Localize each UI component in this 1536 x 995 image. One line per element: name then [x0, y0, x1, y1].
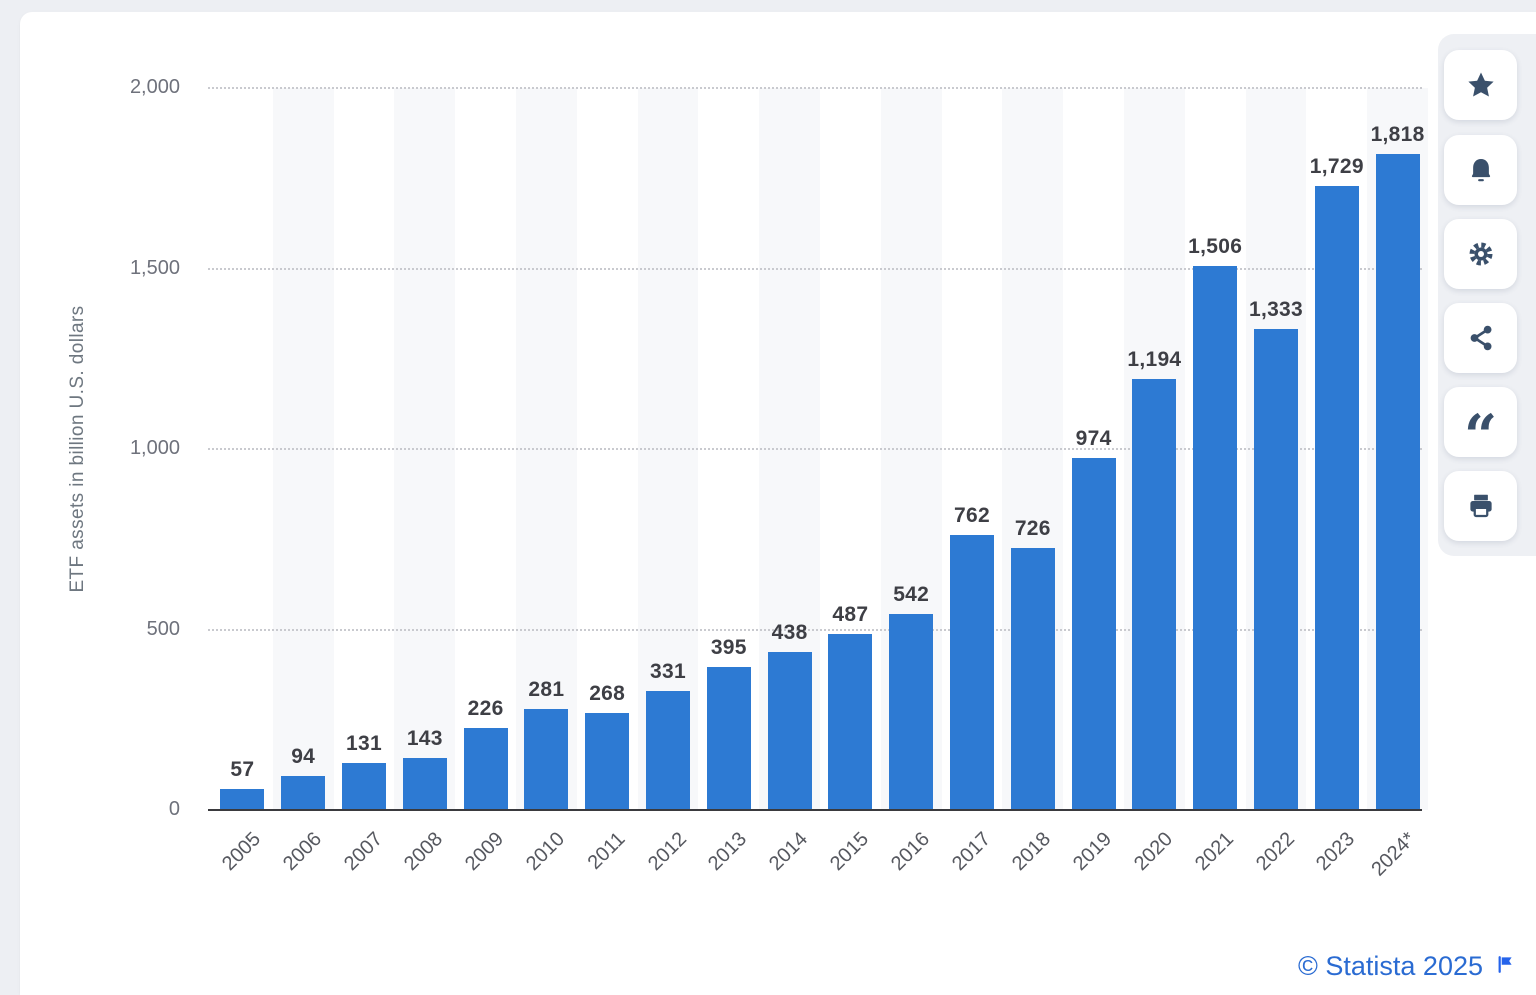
value-label: 94: [291, 745, 316, 769]
value-label: 331: [650, 659, 686, 683]
y-tick-label: 1,000: [129, 437, 180, 459]
value-label: 143: [406, 727, 443, 751]
favorite-button[interactable]: [1444, 50, 1517, 120]
flag-icon: [1495, 954, 1516, 978]
y-tick-label: 1,500: [129, 256, 180, 279]
gear-icon: [1466, 239, 1496, 269]
y-tick-label: 2,000: [129, 76, 180, 98]
bar-2023[interactable]: [1314, 185, 1359, 810]
bar-2008[interactable]: [402, 758, 447, 810]
report-flag-button[interactable]: [1495, 954, 1516, 978]
value-label: 974: [1075, 427, 1112, 451]
y-tick-label: 0: [168, 798, 180, 820]
bell-icon: [1466, 155, 1496, 185]
print-button[interactable]: [1444, 471, 1517, 541]
value-label: 762: [954, 503, 990, 527]
cite-button[interactable]: “: [1444, 387, 1517, 465]
bar-2006[interactable]: [281, 776, 326, 810]
bar-2021[interactable]: [1193, 266, 1238, 810]
value-label: 281: [528, 677, 565, 701]
bar-2014[interactable]: [767, 651, 812, 810]
gridline: [208, 87, 1422, 89]
bar-2005[interactable]: [220, 789, 265, 810]
value-label: 726: [1014, 516, 1051, 540]
bar-2009[interactable]: [463, 728, 508, 810]
value-label: 57: [230, 758, 255, 782]
notifications-button[interactable]: [1444, 135, 1517, 205]
bar-2007[interactable]: [342, 762, 386, 810]
statista-copyright-link[interactable]: © Statista 2025: [1297, 950, 1483, 981]
star-icon: [1466, 70, 1496, 100]
chart-plot-area: 0 500 1,000 1,500 2,000 57 2005 94 2006 131 2007 14…: [20, 12, 1536, 995]
settings-button[interactable]: [1444, 219, 1517, 289]
bar-2010[interactable]: [524, 708, 569, 810]
x-axis-line: [208, 809, 1422, 811]
value-label: 395: [710, 636, 747, 660]
value-label: 1,729: [1309, 154, 1364, 178]
value-label: 1,506: [1188, 235, 1243, 259]
gridline: [208, 267, 1422, 270]
bar-2013[interactable]: [706, 667, 751, 810]
value-label: 226: [467, 697, 504, 721]
gridline: [208, 448, 1422, 450]
share-button[interactable]: [1444, 303, 1517, 373]
bar-2015[interactable]: [828, 634, 873, 810]
chart-card: ETF assets in billion U.S. dollars 0 500 1…: [20, 12, 1536, 995]
bar-2017[interactable]: [950, 534, 994, 810]
bar-2016[interactable]: [889, 614, 934, 810]
value-label: 438: [771, 620, 808, 644]
value-label: 1,818: [1370, 122, 1425, 146]
printer-icon: [1466, 491, 1496, 521]
bar-2024*[interactable]: [1375, 153, 1420, 810]
share-icon: [1466, 323, 1496, 353]
value-label: 487: [832, 603, 869, 627]
gridline: [208, 628, 1422, 631]
value-label: 542: [893, 583, 930, 607]
value-label: 131: [346, 731, 382, 755]
bar-2020[interactable]: [1132, 378, 1177, 810]
y-tick-label: 500: [146, 617, 180, 640]
bar-2011[interactable]: [585, 713, 630, 810]
bar-2018[interactable]: [1010, 547, 1055, 810]
bar-2019[interactable]: [1071, 458, 1116, 810]
bar-2012[interactable]: [646, 690, 690, 810]
value-label: 268: [589, 682, 626, 706]
bar-2022[interactable]: [1254, 328, 1298, 810]
footer: © Statista 2025: [1220, 946, 1516, 986]
value-label: 1,194: [1127, 347, 1182, 371]
value-label: 1,333: [1248, 297, 1304, 321]
toolbar-backdrop: [1438, 34, 1536, 556]
